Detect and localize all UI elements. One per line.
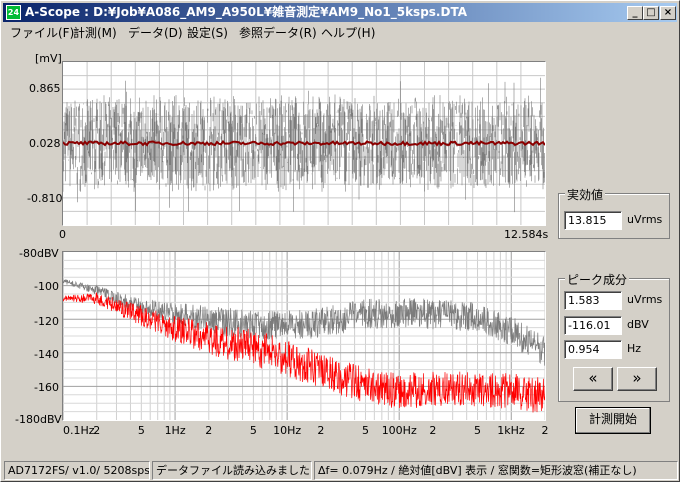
minimize-button[interactable]: _: [627, 6, 643, 20]
frequency-domain-plot[interactable]: [62, 251, 546, 421]
freq-x-tick: 2: [541, 424, 549, 437]
time-y-tick-mid: 0.028: [29, 137, 61, 150]
time-domain-plot[interactable]: [62, 61, 546, 226]
rms-group-title: 実効値: [565, 186, 606, 203]
menu-file[interactable]: ファイル(F): [10, 26, 75, 40]
status-message: データファイル読み込みました: [152, 461, 312, 480]
freq-x-tick: 10Hz: [273, 424, 302, 437]
peak-dbv-unit: dBV: [627, 318, 649, 331]
freq-x-tick: 100Hz: [381, 424, 417, 437]
peak-rms-unit: uVrms: [627, 293, 663, 306]
prev-peak-button[interactable]: «: [573, 367, 613, 391]
freq-x-tick: 5: [249, 424, 257, 437]
menu-reference-data[interactable]: 参照データ(R): [239, 26, 317, 40]
freq-spectrum-gray: [62, 279, 546, 366]
freq-x-tick: 1Hz: [164, 424, 186, 437]
freq-x-tick: 2: [429, 424, 437, 437]
freq-spectrum-red: [62, 292, 546, 413]
menu-help[interactable]: ヘルプ(H): [321, 26, 376, 40]
window-title: A-Scope : D:¥Job¥A086_AM9_A950L¥雑音測定¥AM9…: [25, 5, 467, 19]
time-y-tick-top: 0.865: [29, 82, 61, 95]
time-domain-svg: [62, 62, 546, 225]
freq-y-tick-4: -160: [34, 381, 59, 394]
freq-x-tick: 5: [137, 424, 145, 437]
time-x-tick-end: 12.584s: [504, 228, 549, 241]
app-icon: 24: [6, 5, 21, 20]
menu-measure[interactable]: 計測(M): [73, 26, 117, 40]
close-button[interactable]: ×: [660, 6, 676, 20]
freq-y-tick-2: -120: [34, 315, 59, 328]
peak-freq-field[interactable]: 0.954: [564, 340, 622, 359]
next-peak-button[interactable]: »: [617, 367, 657, 391]
peak-group-title: ピーク成分: [565, 271, 630, 288]
freq-x-tick: 0.1Hz: [63, 424, 95, 437]
start-measure-button[interactable]: 計測開始: [575, 407, 651, 434]
status-device: AD7172FS/ v1.0/ 5208sps: [4, 461, 150, 480]
freq-x-tick: 5: [474, 424, 482, 437]
peak-dbv-field[interactable]: -116.01: [564, 316, 622, 335]
freq-x-tick: 2: [93, 424, 101, 437]
menu-settings[interactable]: 設定(S): [187, 26, 228, 40]
rms-value-field[interactable]: 13.815: [564, 211, 622, 230]
peak-rms-field[interactable]: 1.583: [564, 291, 622, 310]
menu-data[interactable]: データ(D): [128, 26, 183, 40]
time-mean-trace: [62, 140, 546, 147]
title-bar[interactable]: 24 A-Scope : D:¥Job¥A086_AM9_A950L¥雑音測定¥…: [3, 3, 677, 22]
freq-x-tick: 1kHz: [497, 424, 525, 437]
freq-x-tick: 2: [317, 424, 325, 437]
freq-y-tick-3: -140: [34, 348, 59, 361]
freq-y-tick-1: -100: [34, 280, 59, 293]
rms-unit-label: uVrms: [627, 213, 663, 226]
rms-group: 実効値: [558, 186, 670, 239]
time-noise-trace: [62, 77, 545, 213]
frequency-domain-svg: [62, 252, 546, 420]
freq-x-tick: 5: [361, 424, 369, 437]
peak-group: ピーク成分: [558, 271, 670, 402]
time-x-tick-start: 0: [59, 228, 66, 241]
menu-bar: ファイル(F) 計測(M) データ(D) 設定(S) 参照データ(R) ヘルプ(…: [3, 22, 677, 41]
freq-y-tick-5: -180dBV: [15, 413, 62, 426]
peak-freq-unit: Hz: [627, 342, 642, 355]
time-plot-unit-label: [mV]: [35, 52, 62, 65]
freq-x-tick: 2: [205, 424, 213, 437]
maximize-button[interactable]: □: [643, 6, 659, 20]
time-y-tick-bottom: -0.810: [27, 192, 63, 205]
status-info: Δf= 0.079Hz / 絶対値[dBV] 表示 / 窓関数=矩形波窓(補正な…: [314, 461, 678, 480]
freq-y-tick-0: -80dBV: [19, 247, 59, 260]
